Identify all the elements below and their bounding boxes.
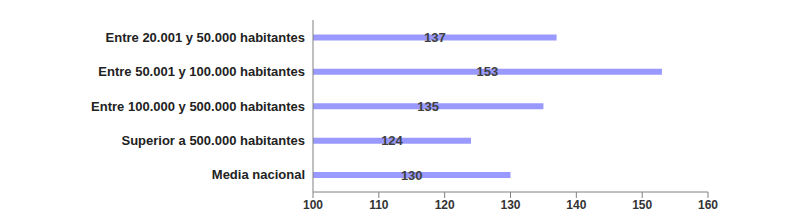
svg-text:Entre 100.000 y 500.000 habita: Entre 100.000 y 500.000 habitantes bbox=[91, 99, 305, 114]
svg-text:Media nacional: Media nacional bbox=[212, 167, 305, 182]
svg-text:130: 130 bbox=[401, 168, 423, 183]
svg-text:130: 130 bbox=[500, 198, 520, 212]
svg-text:124: 124 bbox=[381, 133, 403, 148]
svg-text:160: 160 bbox=[698, 198, 718, 212]
svg-text:135: 135 bbox=[417, 99, 439, 114]
svg-text:140: 140 bbox=[566, 198, 586, 212]
svg-text:110: 110 bbox=[369, 198, 389, 212]
svg-text:120: 120 bbox=[435, 198, 455, 212]
svg-text:150: 150 bbox=[632, 198, 652, 212]
svg-text:153: 153 bbox=[477, 64, 499, 79]
svg-text:Entre 20.001 y 50.000 habitant: Entre 20.001 y 50.000 habitantes bbox=[106, 30, 305, 45]
svg-text:100: 100 bbox=[303, 198, 323, 212]
svg-text:137: 137 bbox=[424, 30, 446, 45]
svg-text:Superior a 500.000 habitantes: Superior a 500.000 habitantes bbox=[121, 133, 305, 148]
svg-text:Entre 50.001 y 100.000 habitan: Entre 50.001 y 100.000 habitantes bbox=[98, 64, 305, 79]
